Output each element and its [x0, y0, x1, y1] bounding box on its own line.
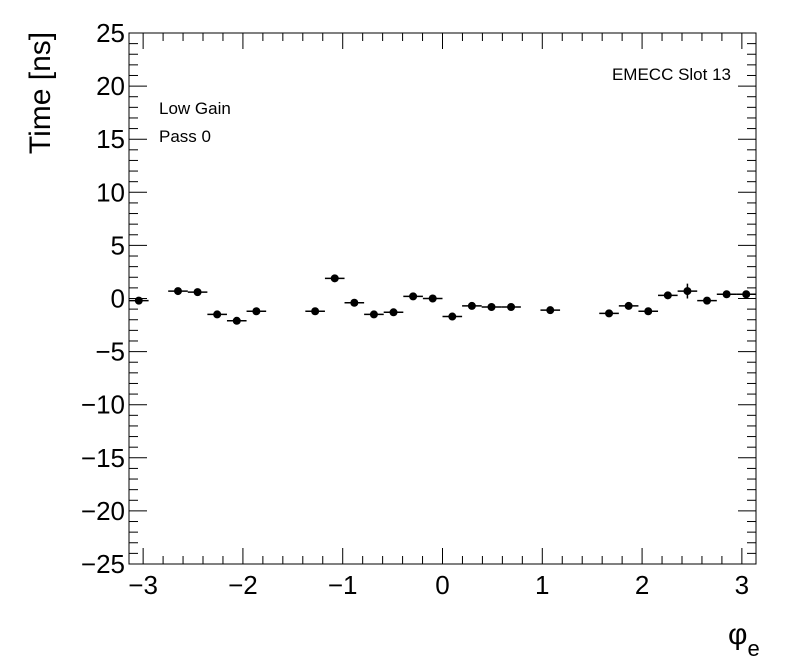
data-point [658, 291, 678, 300]
x-tick-label: −1 [328, 570, 358, 600]
marker [193, 288, 202, 297]
y-tick-label: 10 [96, 177, 125, 207]
marker [663, 291, 672, 300]
y-tick-label: 15 [96, 124, 125, 154]
marker [644, 307, 653, 316]
data-point [226, 316, 247, 325]
marker [134, 296, 143, 305]
marker [252, 307, 261, 316]
annotation-slot: EMECC Slot 13 [612, 65, 731, 84]
data-point [207, 310, 227, 319]
x-tick-label: 0 [435, 570, 449, 600]
y-tick-label: −5 [95, 337, 125, 367]
marker [311, 307, 320, 316]
data-point [246, 307, 267, 316]
data-point [364, 310, 384, 319]
x-tick-label: −2 [228, 570, 258, 600]
data-point [403, 292, 423, 301]
data-point [168, 287, 188, 296]
data-point [442, 312, 463, 321]
marker [330, 274, 339, 283]
data-point [677, 283, 698, 299]
x-tick-label: 2 [635, 570, 649, 600]
data-point [383, 308, 404, 317]
marker [350, 298, 359, 307]
data-point [324, 274, 345, 283]
data-point [599, 309, 619, 318]
y-tick-label: 25 [96, 18, 125, 48]
x-axis-title: φe [728, 618, 760, 661]
data-point [618, 301, 639, 310]
y-tick-label: −25 [81, 549, 125, 579]
marker [448, 312, 457, 321]
x-axis-title-main: φ [728, 618, 747, 651]
data-point [716, 290, 737, 299]
data-point [638, 307, 659, 316]
data-point [187, 288, 208, 297]
marker [487, 302, 496, 311]
marker [742, 290, 751, 299]
x-tick-label: 3 [735, 570, 749, 600]
marker [703, 296, 712, 305]
data-points [129, 274, 756, 325]
tick-marks [129, 32, 756, 565]
x-tick-label: 1 [535, 570, 549, 600]
y-tick-label: 5 [111, 230, 125, 260]
y-tick-label: 0 [111, 284, 125, 314]
data-point [129, 296, 149, 305]
marker [369, 310, 378, 319]
marker [232, 316, 241, 325]
data-point [540, 306, 561, 315]
data-point [736, 290, 756, 299]
data-point [344, 298, 365, 307]
marker [173, 287, 182, 296]
x-axis-title-sub: e [747, 636, 759, 661]
data-point [697, 296, 717, 305]
marker [467, 301, 476, 310]
y-tick-label: −20 [81, 496, 125, 526]
data-point [305, 307, 325, 316]
data-point [422, 294, 443, 303]
y-axis-title: Time [ns] [24, 32, 57, 154]
data-point [462, 301, 482, 310]
marker [213, 310, 222, 319]
y-tick-label: −15 [81, 443, 125, 473]
annotation-pass: Pass 0 [159, 127, 211, 146]
marker [409, 292, 418, 301]
marker [546, 306, 555, 315]
annotation-gain: Low Gain [159, 99, 231, 118]
marker [428, 294, 437, 303]
x-tick-label: −3 [128, 570, 158, 600]
marker [605, 309, 614, 318]
marker [507, 302, 516, 311]
y-tick-label: −10 [81, 390, 125, 420]
marker [683, 287, 692, 296]
marker [624, 301, 633, 310]
y-tick-label: 20 [96, 71, 125, 101]
marker [722, 290, 731, 299]
data-point [501, 302, 521, 311]
data-point [481, 302, 502, 311]
marker [389, 308, 398, 317]
